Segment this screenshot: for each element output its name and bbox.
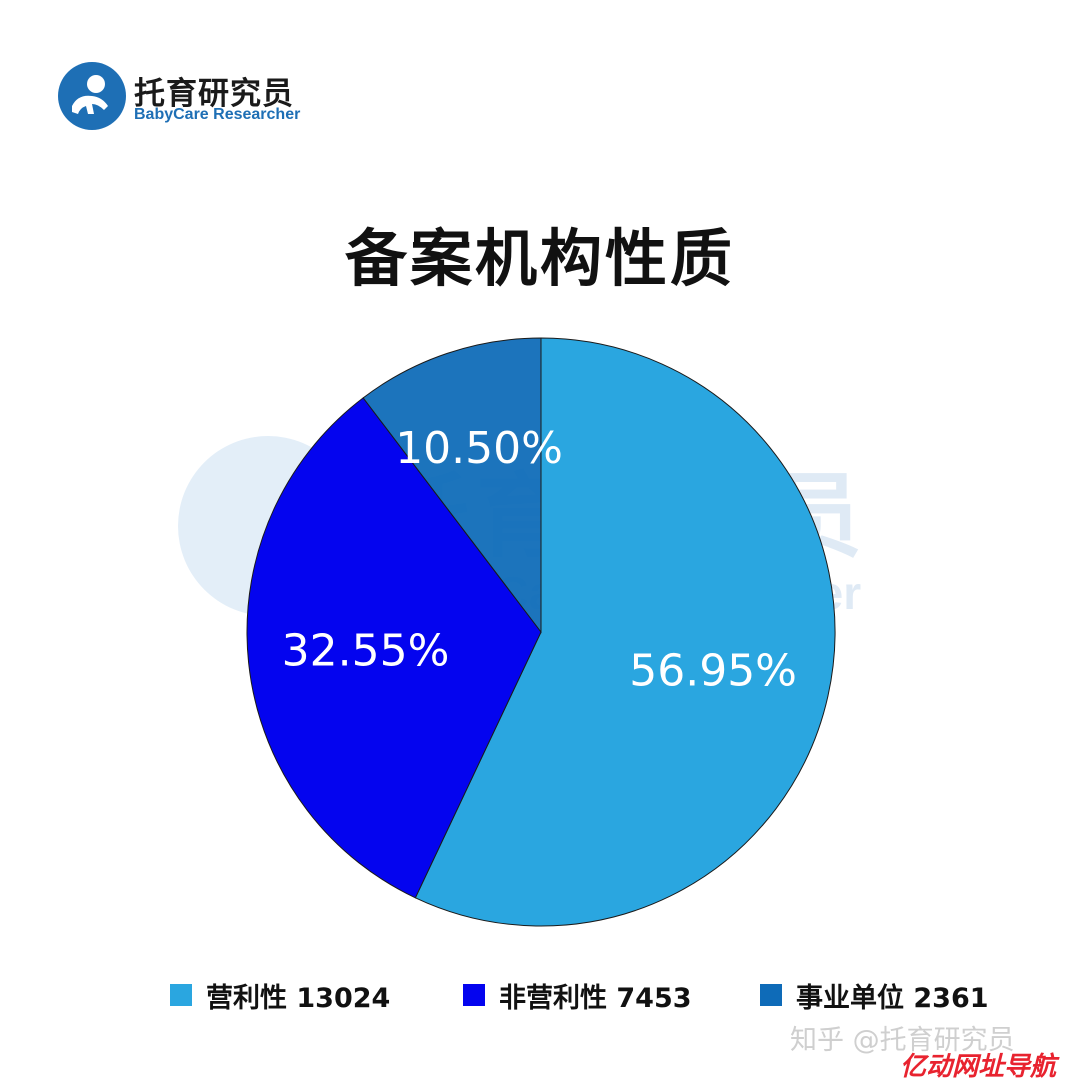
slice-public-institution bbox=[362, 337, 542, 634]
legend-item-public-institution: 事业单位 2361 bbox=[760, 975, 989, 1015]
logo-name-cn: 托育研究员 bbox=[134, 76, 294, 112]
slice-for-profit bbox=[414, 337, 836, 927]
legend-label: 非营利性 7453 bbox=[499, 982, 692, 1014]
chart-title: 备案机构性质 bbox=[344, 222, 735, 295]
slice-non-profit bbox=[246, 397, 542, 899]
slice-percent-label: 10.50% bbox=[395, 423, 563, 474]
source-credit: 知乎 @托育研究员 bbox=[790, 1025, 1015, 1056]
legend-label: 营利性 13024 bbox=[206, 982, 391, 1014]
brand-watermark: 亿动网址导航 bbox=[900, 1052, 1057, 1082]
logo-name-en: BabyCare Researcher bbox=[134, 106, 301, 123]
legend: 营利性 13024 非营利性 7453 事业单位 2361 bbox=[0, 975, 1080, 1015]
legend-item-for-profit: 营利性 13024 bbox=[170, 975, 390, 1015]
legend-swatch bbox=[760, 984, 782, 1006]
slice-percent-label: 32.55% bbox=[282, 625, 450, 676]
legend-swatch bbox=[170, 984, 192, 1006]
slice-percent-label: 56.95% bbox=[629, 646, 797, 697]
legend-label: 事业单位 2361 bbox=[796, 982, 989, 1014]
legend-item-non-profit: 非营利性 7453 bbox=[463, 975, 692, 1015]
brand-logo: 托育研究员 BabyCare Researcher bbox=[58, 62, 318, 132]
crawling-baby-icon bbox=[58, 62, 126, 130]
legend-swatch bbox=[463, 984, 485, 1006]
